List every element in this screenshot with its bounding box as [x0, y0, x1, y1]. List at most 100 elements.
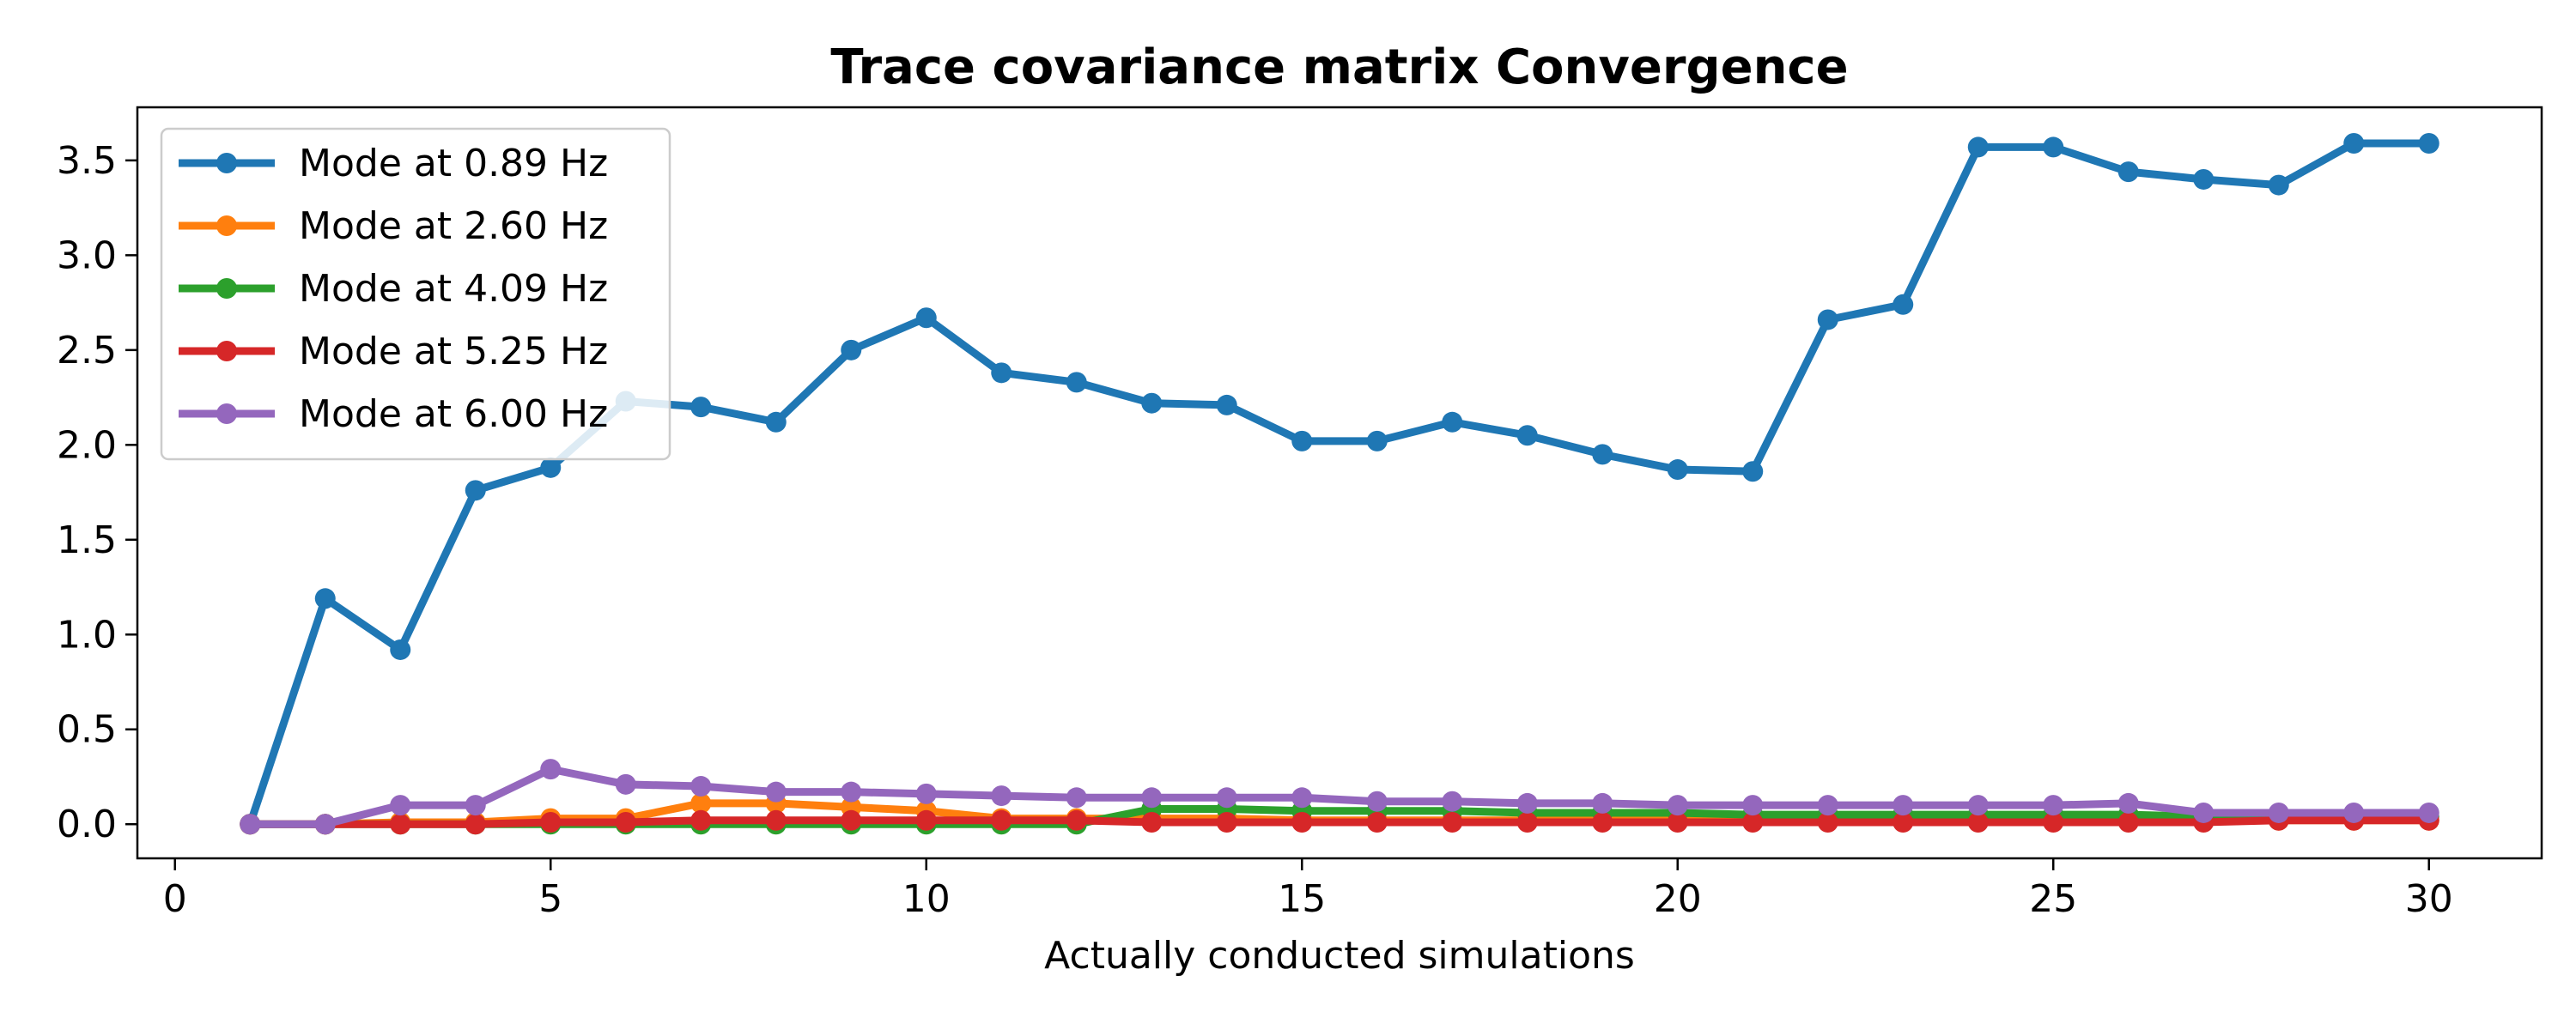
data-point: [1291, 430, 1313, 451]
x-tick-label: 0: [163, 877, 187, 921]
legend-label: Mode at 6.00 Hz: [299, 392, 608, 436]
data-point: [1442, 791, 1463, 812]
data-point: [1516, 792, 1538, 814]
data-point: [991, 785, 1012, 807]
data-point: [915, 783, 937, 804]
axis-ticks: 0 5 10 15 20 25 30 0.0 0.5 1.0 1.5 2.0 2.5 3.0 3.5: [57, 139, 2453, 921]
data-point: [841, 781, 862, 803]
data-point: [690, 792, 712, 814]
series-line: [246, 765, 2433, 828]
data-point: [2268, 174, 2289, 196]
data-point: [1667, 459, 1688, 481]
data-point: [1592, 812, 1613, 833]
data-point: [1592, 792, 1613, 814]
data-point: [2343, 132, 2365, 154]
chart-title: Trace covariance matrix Convergence: [830, 39, 1848, 95]
data-point: [465, 795, 486, 816]
y-tick-label: 3.0: [57, 233, 117, 277]
legend-marker: [216, 341, 237, 361]
data-point: [2117, 161, 2139, 183]
data-point: [1066, 809, 1087, 831]
legend-item: Mode at 4.09 Hz: [179, 267, 608, 311]
legend-label: Mode at 0.89 Hz: [299, 142, 608, 185]
data-point: [915, 307, 937, 329]
data-point: [1066, 372, 1087, 393]
legend: Mode at 0.89 Hz Mode at 2.60 Hz Mode at 4.…: [160, 127, 671, 461]
data-point: [615, 812, 636, 833]
plot-area: [136, 106, 2543, 860]
legend-item: Mode at 6.00 Hz: [179, 392, 608, 436]
data-point: [1742, 812, 1764, 833]
y-tick-label: 3.5: [57, 139, 117, 183]
data-point: [390, 639, 411, 660]
data-point: [1893, 795, 1914, 816]
data-point: [765, 411, 787, 433]
legend-marker: [216, 215, 237, 236]
data-point: [1742, 795, 1764, 816]
data-point: [1817, 309, 1838, 330]
legend-marker: [216, 153, 237, 173]
data-point: [1141, 812, 1163, 833]
data-point: [1817, 795, 1838, 816]
data-point: [1442, 411, 1463, 433]
data-point: [690, 809, 712, 831]
data-point: [1216, 394, 1237, 415]
data-point: [2343, 802, 2365, 823]
data-point: [1893, 812, 1914, 833]
data-point: [690, 397, 712, 418]
legend-label: Mode at 5.25 Hz: [299, 330, 608, 373]
data-point: [390, 814, 411, 835]
data-point: [1366, 430, 1388, 451]
data-point: [2268, 802, 2289, 823]
legend-box: [160, 127, 671, 461]
data-point: [1366, 791, 1388, 812]
data-point: [1066, 787, 1087, 809]
data-point: [1291, 787, 1313, 809]
series-5: [240, 759, 2439, 835]
data-point: [1742, 461, 1764, 482]
y-tick-label: 0.0: [57, 803, 117, 846]
data-point: [2043, 795, 2064, 816]
y-tick-label: 2.0: [57, 423, 117, 467]
y-tick-label: 1.5: [57, 518, 117, 562]
legend-marker: [216, 403, 237, 424]
data-point: [2043, 136, 2064, 158]
data-point: [2193, 802, 2215, 823]
x-tick-label: 5: [538, 877, 562, 921]
x-tick-label: 15: [1278, 877, 1326, 921]
legend-item: Mode at 2.60 Hz: [179, 204, 608, 248]
legend-item: Mode at 0.89 Hz: [179, 142, 608, 185]
data-point: [690, 776, 712, 797]
data-point: [314, 588, 336, 609]
y-tick-label: 1.0: [57, 613, 117, 657]
legend-item: Mode at 5.25 Hz: [179, 330, 608, 373]
data-point: [1667, 795, 1688, 816]
data-point: [1667, 812, 1688, 833]
data-point: [2418, 132, 2439, 154]
data-point: [390, 795, 411, 816]
data-point: [1592, 444, 1613, 465]
data-point: [1516, 812, 1538, 833]
data-point: [1291, 812, 1313, 833]
data-point: [1216, 787, 1237, 809]
y-tick-label: 2.5: [57, 329, 117, 373]
data-point: [1216, 812, 1237, 833]
data-point: [1893, 294, 1914, 315]
x-tick-label: 30: [2405, 877, 2453, 921]
data-point: [1516, 425, 1538, 446]
x-tick-label: 25: [2029, 877, 2077, 921]
data-point: [2418, 802, 2439, 823]
data-point: [240, 814, 261, 835]
series-line: [246, 816, 2433, 828]
data-point: [841, 339, 862, 360]
data-point: [765, 781, 787, 803]
data-point: [915, 809, 937, 831]
data-point: [540, 812, 562, 833]
x-axis-label: Actually conducted simulations: [1044, 934, 1635, 978]
data-point: [991, 809, 1012, 831]
data-point: [1141, 787, 1163, 809]
data-point: [1967, 795, 1989, 816]
data-point: [2193, 168, 2215, 190]
data-point: [1141, 392, 1163, 414]
